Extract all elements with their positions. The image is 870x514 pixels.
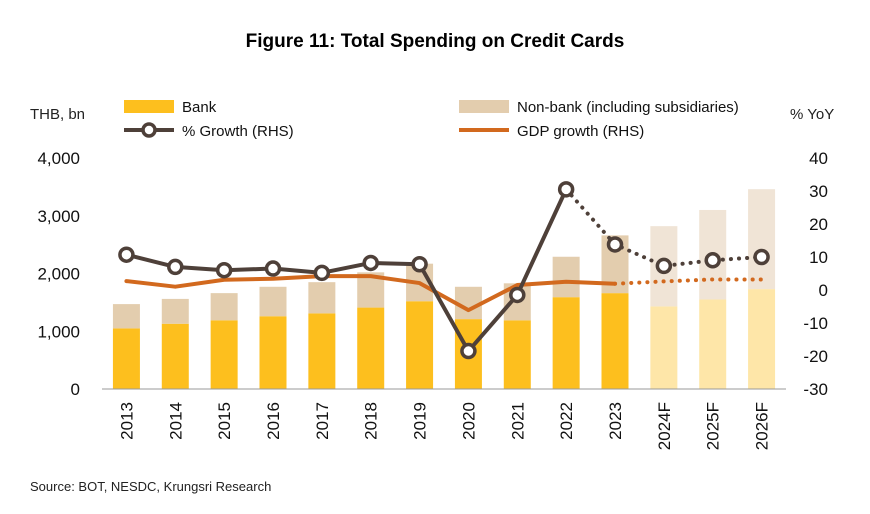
legend-nonbank-swatch	[459, 100, 509, 113]
x-axis-tick-label: 2024F	[655, 402, 674, 450]
growth-point	[606, 236, 624, 253]
x-axis-tick-label: 2013	[117, 402, 136, 440]
right-axis-tick-label: -30	[803, 380, 828, 399]
legend-bank-label: Bank	[182, 99, 217, 116]
growth-point	[557, 181, 575, 198]
gdp-growth-forecast-line	[613, 277, 764, 286]
x-axis-tick-label: 2014	[166, 402, 185, 440]
legend-bank-swatch	[124, 100, 174, 113]
x-axis-tick-label: 2020	[459, 402, 478, 440]
left-axis-unit: THB, bn	[30, 106, 85, 123]
right-axis-tick-label: 20	[809, 215, 828, 234]
gdp-growth-line	[124, 274, 617, 313]
x-axis-tick-label: 2025F	[704, 402, 723, 450]
bar-nonbank	[112, 304, 140, 329]
growth-point	[704, 252, 721, 269]
growth-point	[460, 342, 477, 360]
growth-forecast-line	[564, 187, 764, 268]
bar-bank	[210, 320, 238, 389]
plot-area: 0 1,000 2,000 3,000 4,000 -30 -20 -10 0 10 20 30 40 2…	[37, 149, 828, 450]
right-axis-unit: % YoY	[790, 106, 834, 123]
legend-nonbank-label: Non-bank (including subsidiaries)	[517, 99, 739, 116]
bar-nonbank	[210, 293, 238, 321]
bar-nonbank	[161, 298, 189, 324]
growth-point	[215, 261, 233, 279]
bar-bank	[699, 299, 727, 389]
growth-point	[118, 246, 135, 263]
legend-growth-label: % Growth (RHS)	[182, 123, 294, 140]
left-axis-tick-label: 2,000	[37, 265, 80, 284]
bar-bank	[748, 289, 776, 389]
right-axis-tick-label: 30	[809, 182, 828, 201]
source-note: Source: BOT, NESDC, Krungsri Research	[30, 479, 271, 494]
left-axis-tick-label: 3,000	[37, 207, 80, 226]
right-axis-tick-label: 40	[809, 149, 828, 168]
left-axis-tick-label: 1,000	[37, 322, 80, 341]
growth-point	[509, 286, 526, 304]
right-axis-tick-label: 0	[819, 281, 828, 300]
growth-point	[655, 257, 673, 275]
bar-bank	[112, 328, 140, 389]
x-axis-tick-label: 2022	[557, 402, 576, 440]
growth-point	[411, 256, 428, 273]
bar-nonbank	[308, 282, 336, 314]
x-axis-tick-label: 2017	[313, 402, 332, 440]
left-axis-tick-label: 0	[71, 380, 80, 399]
bar-nonbank	[552, 256, 580, 298]
bar-nonbank	[259, 286, 287, 317]
growth-point	[264, 260, 282, 277]
x-axis-tick-label: 2026F	[753, 402, 772, 450]
growth-point	[167, 258, 184, 276]
right-axis-tick-label: -10	[803, 314, 828, 333]
legend-growth-marker	[141, 122, 157, 138]
bar-bank	[406, 301, 434, 389]
bar-bank	[503, 320, 531, 389]
bar-bank	[161, 323, 189, 389]
x-axis-tick-label: 2018	[362, 402, 381, 440]
growth-point	[362, 254, 379, 272]
bar-bank	[601, 293, 629, 389]
x-axis-tick-label: 2019	[411, 402, 430, 440]
growth-line	[125, 188, 568, 354]
x-axis-tick-label: 2015	[215, 402, 234, 440]
growth-point	[313, 264, 331, 282]
bar-nonbank	[748, 189, 776, 290]
legend: Bank Non-bank (including subsidiaries) %…	[124, 99, 739, 140]
bar-bank	[308, 313, 336, 389]
left-axis-tick-label: 4,000	[37, 149, 80, 168]
legend-gdp-label: GDP growth (RHS)	[517, 123, 644, 140]
right-axis-tick-label: -20	[803, 347, 828, 366]
bar-bank	[357, 307, 385, 389]
growth-point	[753, 248, 770, 266]
x-axis-tick-label: 2021	[508, 402, 527, 440]
x-axis-tick-label: 2023	[606, 402, 625, 440]
bar-bank	[650, 306, 678, 389]
chart-title: Figure 11: Total Spending on Credit Card…	[246, 31, 625, 52]
bar-bank	[552, 297, 580, 389]
bar-bank	[259, 316, 287, 389]
x-axis-tick-label: 2016	[264, 402, 283, 440]
right-axis-tick-label: 10	[809, 248, 828, 267]
